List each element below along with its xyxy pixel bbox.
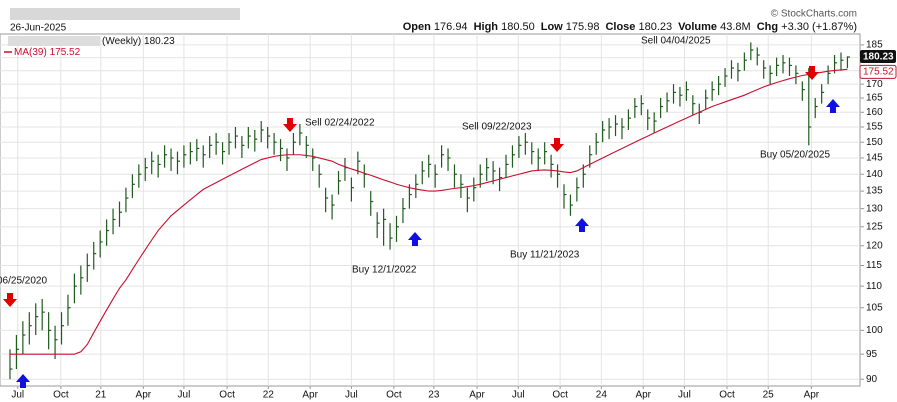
y-tick-label: 120 [866, 240, 883, 251]
x-tick-label: Jul [345, 390, 358, 401]
copyright: © StockCharts.com [771, 9, 857, 20]
quote-value: 176.94 [433, 21, 468, 33]
quote-value: 43.8M [720, 21, 751, 33]
x-tick-label: Jul [178, 390, 191, 401]
y-tick-label: 155 [866, 122, 883, 133]
quote-value: 175.98 [565, 21, 600, 33]
annotation: Buy 11/21/2023 [510, 250, 580, 261]
y-tick-label: 95 [866, 349, 878, 360]
ma-tag-label: 175.52 [863, 66, 894, 77]
x-tick-label: Apr [635, 390, 651, 401]
y-tick-label: 100 [866, 325, 883, 336]
quote-value: +3.30 (+1.87%) [781, 21, 857, 33]
x-tick-label: Jul [512, 390, 525, 401]
legend-value: 175.52 [50, 47, 81, 58]
ma-tag [859, 64, 897, 79]
x-tick-label: Oct [719, 390, 735, 401]
annotation: Buy 12/1/2022 [352, 265, 417, 276]
y-tick-label: 135 [866, 186, 883, 197]
quote-label: Chg [756, 21, 779, 33]
y-tick-label: 130 [866, 203, 883, 214]
annotation: Sell 04/04/2025 [641, 36, 711, 47]
y-tick-label: 145 [866, 153, 883, 164]
x-tick-label: Jul [11, 390, 24, 401]
y-tick-label: 125 [866, 221, 883, 232]
legend-entry: MA(39) 175.52 [14, 47, 81, 58]
quote-label: Volume [678, 21, 718, 33]
x-tick-label: Oct [219, 390, 235, 401]
annotation: Buy 05/20/2025 [760, 150, 830, 161]
quote-value: 180.23 [638, 21, 673, 33]
legend-value: 180.23 [144, 36, 175, 47]
quote-label: Close [605, 21, 636, 33]
y-tick-label: 150 [866, 137, 883, 148]
y-tick-label: 165 [866, 93, 883, 104]
quote-bar: Open 176.94 High 180.50 Low 175.98 Close 18… [397, 21, 857, 33]
quote-label: High [473, 21, 499, 33]
redacted-symbol [8, 36, 100, 46]
x-tick-label: 22 [263, 390, 275, 401]
x-tick-label: 23 [428, 390, 440, 401]
buy-arrow [575, 218, 589, 232]
x-tick-label: Apr [469, 390, 485, 401]
sell-arrow [805, 66, 819, 80]
sell-arrow [3, 293, 17, 307]
sell-arrow [283, 118, 297, 132]
plot-area [0, 33, 861, 387]
x-tick-label: Apr [302, 390, 318, 401]
sell-arrow [550, 138, 564, 152]
price-tag [860, 50, 896, 64]
price-tag-label: 180.23 [863, 52, 894, 63]
y-tick-label: 160 [866, 107, 883, 118]
x-tick-label: 24 [596, 390, 608, 401]
y-tick-label: 115 [866, 260, 882, 271]
buy-arrow [826, 99, 840, 113]
moving-average [9, 68, 848, 355]
buy-arrow [408, 232, 422, 246]
annotation: Sell 02/24/2022 [305, 118, 375, 129]
chart-date: 26-Jun-2025 [10, 23, 67, 34]
buy-arrow [16, 374, 30, 388]
annotation: 06/25/2020 [0, 276, 47, 287]
y-tick-label: 110 [866, 281, 882, 292]
x-tick-label: Oct [53, 390, 69, 401]
redacted-symbol [10, 8, 240, 20]
x-tick-label: Oct [386, 390, 402, 401]
y-tick-label: 90 [866, 374, 878, 385]
quote-value: 180.50 [501, 21, 535, 33]
x-tick-label: Apr [804, 390, 820, 401]
quote-label: Open [402, 21, 431, 33]
quote-label: Low [540, 21, 563, 33]
annotation: Sell 09/22/2023 [462, 122, 532, 133]
x-tick-label: Jul [678, 390, 691, 401]
y-tick-label: 105 [866, 302, 883, 313]
x-tick-label: 21 [95, 390, 107, 401]
y-tick-label: 140 [866, 169, 883, 180]
y-tick-label: 170 [866, 79, 883, 90]
y-tick-label: 185 [866, 40, 883, 51]
legend-entry: (Weekly) 180.23 [102, 36, 175, 47]
legend-name: MA(39) [14, 47, 47, 58]
legend-name: (Weekly) [102, 36, 141, 47]
x-tick-label: Oct [552, 390, 568, 401]
x-tick-label: Apr [136, 390, 152, 401]
x-tick-label: 25 [763, 390, 775, 401]
